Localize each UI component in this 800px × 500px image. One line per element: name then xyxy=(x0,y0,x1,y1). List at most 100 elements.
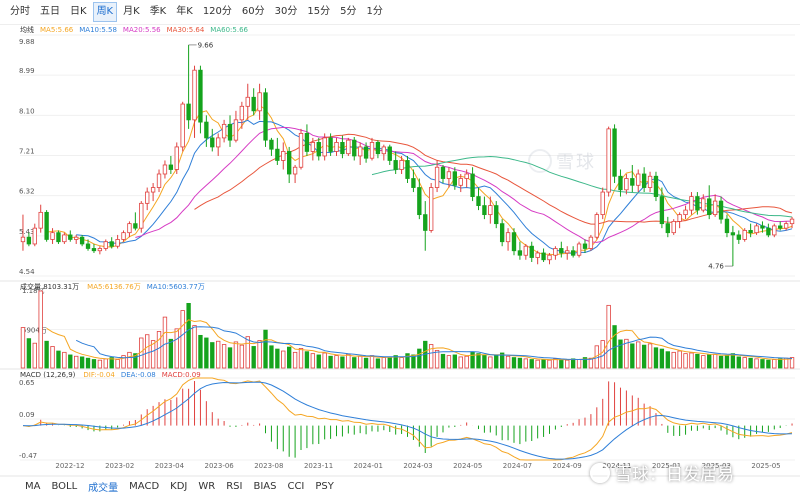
candle-body xyxy=(440,166,446,179)
candle-body xyxy=(494,205,499,225)
candle xyxy=(470,167,475,202)
period-tab-12[interactable]: 1分 xyxy=(366,6,383,17)
candle xyxy=(115,234,120,249)
volume-bar xyxy=(363,357,369,369)
indicator-tab-6[interactable]: RSI xyxy=(226,480,243,492)
volume-bar xyxy=(742,357,747,369)
candle xyxy=(582,239,588,253)
candle xyxy=(298,128,304,170)
candle xyxy=(618,169,623,197)
candle xyxy=(701,194,706,213)
candle-body xyxy=(281,151,286,161)
candle xyxy=(44,210,49,242)
candle xyxy=(281,142,286,170)
period-tab-2[interactable]: 日K xyxy=(70,6,87,17)
indicator-tab-2[interactable]: 成交量 xyxy=(88,482,119,494)
volume-ma10-line xyxy=(75,326,793,361)
volume-bar xyxy=(405,353,410,369)
period-tab-7[interactable]: 120分 xyxy=(202,6,232,17)
period-tab-5[interactable]: 季K xyxy=(149,6,167,17)
volume-bar xyxy=(287,346,292,369)
period-tab-4[interactable]: 月K xyxy=(123,6,140,17)
candle xyxy=(630,164,635,193)
indicator-tab-8[interactable]: CCI xyxy=(287,480,305,492)
x-axis-label: 2022-12 xyxy=(55,462,84,470)
candle xyxy=(553,246,558,260)
candle-body xyxy=(316,142,321,157)
period-tab-9[interactable]: 30分 xyxy=(274,6,298,17)
candle xyxy=(357,142,363,165)
volume-bar xyxy=(689,352,694,369)
candle-body xyxy=(115,239,120,247)
candle-body xyxy=(186,103,191,121)
candle xyxy=(310,137,316,161)
period-tab-11[interactable]: 5分 xyxy=(340,6,357,17)
candle-body xyxy=(641,173,647,188)
min-price-label: 4.76 xyxy=(708,263,724,271)
candle-body xyxy=(683,209,688,216)
ma-legend-item: MA5:5.66 xyxy=(40,26,74,34)
volume-bar xyxy=(322,352,327,369)
indicator-tab-4[interactable]: KDJ xyxy=(170,480,188,492)
candle-body xyxy=(79,236,85,245)
candle xyxy=(346,137,351,156)
candle-body xyxy=(411,178,416,188)
candle-body xyxy=(772,225,777,236)
indicator-tab-1[interactable]: BOLL xyxy=(51,480,78,492)
indicator-tab-5[interactable]: WR xyxy=(198,480,216,492)
period-tab-10[interactable]: 15分 xyxy=(307,6,331,17)
volume-bar xyxy=(766,359,771,369)
candle-body xyxy=(423,214,428,231)
indicator-tab-3[interactable]: MACD xyxy=(129,480,160,492)
indicator-tab-0[interactable]: MA xyxy=(25,480,41,492)
candle xyxy=(736,230,741,244)
volume-bar xyxy=(245,336,250,369)
candle-body xyxy=(292,166,298,175)
period-tab-0[interactable]: 分时 xyxy=(10,6,30,17)
candle xyxy=(671,219,676,235)
volume-bar xyxy=(204,337,209,369)
volume-bar xyxy=(210,342,215,369)
candle xyxy=(594,212,599,240)
candle xyxy=(452,167,458,190)
candle xyxy=(778,221,783,231)
period-tab-3[interactable]: 周K xyxy=(92,2,118,22)
candle xyxy=(588,234,594,251)
period-tab-1[interactable]: 五日 xyxy=(40,6,60,17)
candle-body xyxy=(766,227,771,236)
volume-bar xyxy=(671,351,676,369)
volume-bar xyxy=(505,355,511,369)
candle xyxy=(210,128,215,152)
candle xyxy=(600,187,605,220)
candle xyxy=(139,201,144,233)
candle-body xyxy=(32,227,37,245)
period-tab-6[interactable]: 年K xyxy=(176,6,193,17)
period-toolbar: 分时 五日 日K 周K 月K 季K 年K 120分 60分 30分 15分 5分 1分 xyxy=(0,0,800,25)
volume-bar xyxy=(275,348,280,369)
candle-body xyxy=(541,252,546,261)
candle xyxy=(695,192,700,215)
candle-body xyxy=(505,232,511,243)
x-axis-label: 2024-09 xyxy=(553,462,582,470)
volume-bar xyxy=(263,329,268,369)
candle-body xyxy=(470,173,475,197)
volume-bar xyxy=(44,340,49,369)
volume-bar xyxy=(316,354,321,369)
indicator-tab-9[interactable]: PSY xyxy=(315,480,334,492)
ma-legend-item: MA60:5.66 xyxy=(210,26,248,34)
candle xyxy=(103,239,108,251)
candle xyxy=(38,204,43,233)
volume-bar xyxy=(547,359,552,369)
indicator-tab-7[interactable]: BIAS xyxy=(253,480,277,492)
candle-body xyxy=(783,223,789,229)
candle-body xyxy=(227,123,233,141)
candle-body xyxy=(760,225,765,229)
candle-body xyxy=(511,232,517,252)
candle-body xyxy=(180,103,185,148)
x-axis-label: 2024-03 xyxy=(403,462,432,470)
period-tab-8[interactable]: 60分 xyxy=(241,6,265,17)
volume-bar xyxy=(357,355,363,369)
candle-body xyxy=(701,198,706,211)
price-tick: 4.54 xyxy=(19,268,35,276)
volume-bar xyxy=(156,331,162,369)
